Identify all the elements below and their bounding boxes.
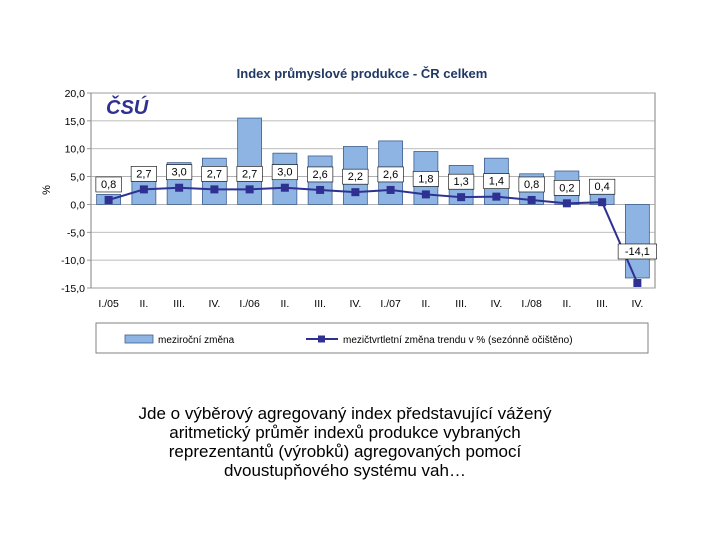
trend-point-12 xyxy=(492,192,501,201)
x-tick-label: IV. xyxy=(349,298,361,310)
trend-point-9 xyxy=(386,185,395,194)
y-tick-label: -15,0 xyxy=(61,283,85,295)
y-tick-label: 5,0 xyxy=(70,172,85,184)
data-label: 2,7 xyxy=(242,168,257,180)
trend-point-1 xyxy=(104,195,113,204)
bar-5 xyxy=(237,117,263,205)
data-label: 0,8 xyxy=(524,179,539,191)
y-tick-label: -5,0 xyxy=(67,227,85,239)
bar-16 xyxy=(624,204,650,279)
trend-point-6 xyxy=(280,183,289,192)
y-tick-label: 10,0 xyxy=(65,144,86,156)
caption-line-1: Jde o výběrový agregovaný index představ… xyxy=(138,404,552,423)
y-axis-label: % xyxy=(41,185,53,195)
data-label-box xyxy=(201,166,228,182)
data-label: 3,0 xyxy=(171,167,186,179)
y-tick-label: -10,0 xyxy=(61,255,85,267)
caption-line-4: dvoustupňového systému vah… xyxy=(224,461,466,480)
data-label-box xyxy=(342,168,369,185)
data-label: 3,0 xyxy=(277,167,292,179)
data-label: 2,2 xyxy=(348,171,363,183)
trend-point-3 xyxy=(175,183,184,192)
data-label-box xyxy=(448,173,475,190)
trend-point-14 xyxy=(562,199,571,208)
data-label-box xyxy=(130,166,157,182)
trend-series xyxy=(104,183,642,287)
x-tick-label: I./06 xyxy=(239,298,260,310)
legend: meziroční změna mezičtvrtletní změna tre… xyxy=(95,322,649,354)
data-label-box xyxy=(95,176,122,193)
x-tick-label: II. xyxy=(280,298,289,310)
x-tick-label: III. xyxy=(314,298,326,310)
data-label-box xyxy=(617,243,657,260)
legend-line-marker xyxy=(318,335,325,343)
trend-point-5 xyxy=(245,185,254,194)
y-tick-label: 0,0 xyxy=(70,199,85,211)
legend-line-label: mezičtvrtletní změna trendu v % (sezónně… xyxy=(343,335,573,346)
y-axis: 20,0 15,0 10,0 5,0 0,0 -5,0 -10,0 -15,0 xyxy=(61,88,91,295)
x-tick-label: III. xyxy=(173,298,185,310)
data-label-box xyxy=(589,178,616,195)
trend-point-4 xyxy=(210,185,219,194)
data-label: 2,7 xyxy=(136,168,151,180)
x-tick-label: IV. xyxy=(631,298,643,310)
data-label: -14,1 xyxy=(625,246,650,258)
chart-title: Index průmyslové produkce - ČR celkem xyxy=(237,66,488,81)
x-tick-label: I./07 xyxy=(380,298,401,310)
x-tick-label: I./05 xyxy=(98,298,119,310)
data-label: 0,4 xyxy=(594,181,609,193)
data-label-box xyxy=(166,164,193,181)
trend-point-15 xyxy=(598,198,607,207)
trend-point-2 xyxy=(139,185,148,194)
caption: Jde o výběrový agregovaný index představ… xyxy=(80,404,610,480)
data-label-box xyxy=(307,166,334,183)
x-tick-label: II. xyxy=(562,298,571,310)
x-tick-label: I./08 xyxy=(521,298,542,310)
data-label-box xyxy=(271,164,298,181)
caption-line-2: aritmetický průměr indexů produkce vybra… xyxy=(169,423,521,442)
data-label-box xyxy=(377,166,404,183)
x-tick-label: III. xyxy=(596,298,608,310)
data-label: 0,2 xyxy=(559,182,574,194)
x-tick-label: IV. xyxy=(490,298,502,310)
legend-bar-swatch xyxy=(124,334,154,344)
x-tick-label: III. xyxy=(455,298,467,310)
caption-line-3: reprezentantů (výrobků) agregovaných pom… xyxy=(168,442,522,461)
data-label-box xyxy=(412,171,439,187)
trend-point-13 xyxy=(527,195,536,204)
data-label: 2,6 xyxy=(383,169,398,181)
data-label: 1,4 xyxy=(489,176,504,188)
trend-point-10 xyxy=(421,190,430,199)
data-label-box xyxy=(483,173,510,189)
data-label: 1,8 xyxy=(418,173,433,185)
trend-line xyxy=(108,186,639,284)
y-tick-label: 20,0 xyxy=(65,88,86,100)
trend-point-16 xyxy=(633,278,642,287)
data-label: 1,3 xyxy=(453,176,468,188)
y-tick-label: 15,0 xyxy=(65,116,86,128)
data-label: 0,8 xyxy=(101,179,116,191)
x-tick-label: II. xyxy=(139,298,148,310)
data-label-box xyxy=(553,180,580,196)
data-label-box xyxy=(236,166,263,182)
x-axis: I./05 II. III. IV. I./06 II. III. IV. I./07 II. II… xyxy=(98,298,643,310)
legend-frame xyxy=(95,322,649,354)
x-tick-label: II. xyxy=(421,298,430,310)
data-label: 2,6 xyxy=(312,169,327,181)
x-tick-label: IV. xyxy=(208,298,220,310)
trend-point-11 xyxy=(457,193,466,202)
trend-point-8 xyxy=(351,188,360,197)
legend-bar-label: meziroční změna xyxy=(158,335,235,346)
data-labels: 0,8 2,7 3,0 2,7 2,7 3,0 2,6 2,2 2,6 1,8 1,3 1,4 0,8 0… xyxy=(95,164,657,260)
trend-point-7 xyxy=(316,185,325,194)
csu-logo: ČSÚ xyxy=(106,95,149,119)
data-label: 2,7 xyxy=(207,168,222,180)
data-label-box xyxy=(518,176,545,193)
